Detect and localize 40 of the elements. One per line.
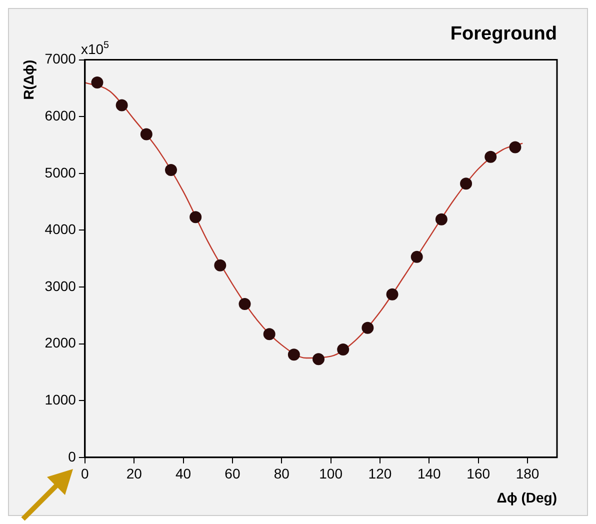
chart-title: Foreground — [450, 24, 557, 45]
x-tick-label: 160 — [466, 466, 490, 482]
y-tick-label: 0 — [68, 448, 76, 464]
point — [410, 250, 423, 263]
y-tick-label: 7000 — [44, 50, 76, 67]
point — [386, 288, 398, 300]
point — [288, 348, 300, 361]
y-tick-label: 2000 — [44, 334, 76, 351]
point — [190, 211, 202, 224]
x-tick-label: 60 — [224, 466, 240, 482]
y-tick-label: 3000 — [44, 278, 76, 294]
point — [362, 322, 374, 334]
line-series — [84, 82, 524, 359]
point — [91, 76, 104, 89]
y-tick-label: 1000 — [44, 391, 76, 408]
point — [140, 128, 152, 140]
x-tick-label: 40 — [176, 466, 192, 482]
x-tick-label: 120 — [368, 466, 392, 482]
x-tick-label: 0 — [81, 466, 90, 482]
point — [509, 141, 522, 154]
y-axis-title: R(Δϕ) — [20, 60, 36, 100]
x-tick-label: 140 — [417, 466, 442, 482]
x-tick-label: 180 — [516, 466, 540, 482]
y-tick-label: 4000 — [44, 221, 76, 238]
point — [460, 178, 472, 190]
point — [116, 99, 128, 112]
point — [312, 353, 325, 366]
x-tick-label: 20 — [126, 466, 142, 482]
x-axis-title: Δϕ (Deg) — [496, 489, 557, 506]
point — [484, 150, 497, 163]
point — [435, 213, 448, 226]
point — [263, 328, 276, 340]
point — [164, 164, 177, 176]
point — [337, 343, 350, 356]
y-tick-label: 5000 — [44, 164, 76, 180]
x-tick-label: 100 — [319, 466, 343, 482]
point — [238, 298, 251, 310]
y-tick-label: 6000 — [44, 107, 76, 124]
point — [214, 259, 226, 272]
x-tick-label: 80 — [274, 466, 290, 482]
